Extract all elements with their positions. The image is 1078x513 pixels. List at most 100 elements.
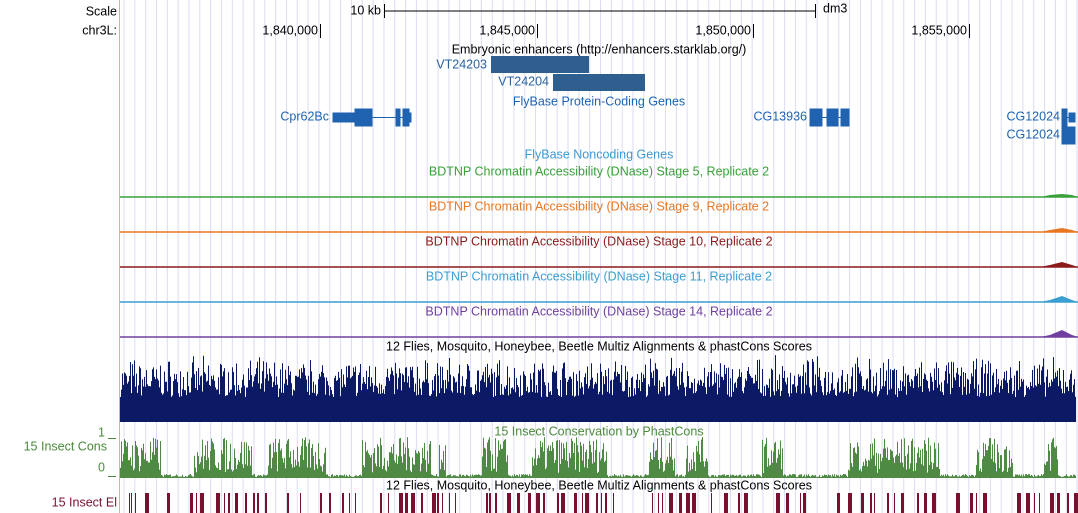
signal-bar — [523, 474, 524, 478]
signal-bar — [920, 386, 921, 422]
signal-bar — [647, 475, 648, 478]
signal-bar — [1005, 380, 1006, 422]
enhancer — [491, 56, 589, 73]
signal-bar — [608, 476, 609, 478]
scale-bar-label: 10 kb — [350, 3, 381, 17]
signal-bar — [153, 437, 154, 478]
signal-bar — [276, 451, 277, 478]
signal-bar — [854, 392, 855, 422]
signal-bar — [300, 454, 301, 478]
signal-bar — [631, 377, 632, 422]
signal-bar — [1019, 474, 1020, 478]
signal-bar — [1061, 388, 1062, 422]
signal-bar — [926, 379, 927, 422]
signal-bar — [649, 386, 650, 422]
signal-bar — [460, 393, 461, 422]
signal-bar — [343, 475, 344, 478]
signal-bar — [928, 388, 929, 422]
signal-bar — [942, 475, 943, 478]
signal-bar — [835, 476, 836, 478]
signal-bar — [352, 375, 353, 422]
signal-bar — [704, 466, 705, 478]
signal-bar — [648, 474, 649, 478]
signal-bar — [214, 449, 215, 478]
signal-bar — [270, 373, 271, 422]
signal-bar — [399, 368, 400, 422]
signal-bar — [853, 447, 854, 478]
signal-bar — [820, 380, 821, 422]
signal-bar — [392, 453, 393, 478]
signal-bar — [583, 443, 584, 478]
signal-bar — [1009, 450, 1010, 478]
signal-bar — [146, 370, 147, 422]
signal-bar — [1028, 386, 1029, 422]
signal-bar — [213, 375, 214, 422]
signal-bar — [453, 376, 454, 422]
signal-bar — [294, 390, 295, 422]
signal-bar — [636, 379, 637, 422]
signal-bar — [172, 395, 173, 422]
signal-bar — [472, 474, 473, 478]
signal-bar — [808, 361, 809, 422]
signal-bar — [190, 392, 191, 422]
signal-bar — [273, 442, 274, 478]
signal-bar — [374, 385, 375, 422]
signal-bar — [497, 456, 498, 478]
signal-bar — [792, 384, 793, 422]
multiz-signal — [120, 355, 1076, 422]
signal-bar — [617, 371, 618, 422]
signal-bar — [611, 476, 612, 478]
signal-bar — [165, 381, 166, 422]
signal-bar — [584, 377, 585, 422]
signal-bar — [495, 395, 496, 422]
signal-bar — [483, 371, 484, 422]
signal-bar — [310, 467, 311, 478]
signal-bar — [804, 393, 805, 422]
signal-bar — [1042, 366, 1043, 422]
signal-bar — [206, 460, 207, 478]
signal-bar — [225, 471, 226, 478]
signal-bar — [977, 449, 978, 478]
element — [421, 493, 423, 513]
signal-bar — [1067, 386, 1068, 422]
signal-bar — [554, 462, 555, 478]
signal-bar — [336, 474, 337, 478]
signal-bar — [684, 476, 685, 478]
signal-bar — [237, 390, 238, 422]
signal-bar — [838, 378, 839, 422]
signal-bar — [417, 453, 418, 478]
signal-bar — [588, 388, 589, 422]
signal-bar — [871, 458, 872, 478]
element — [145, 493, 149, 513]
signal-bar — [945, 474, 946, 478]
signal-bar — [889, 389, 890, 422]
signal-bar — [787, 377, 788, 422]
signal-bar — [860, 371, 861, 422]
signal-bar — [465, 386, 466, 422]
position-label: 1,855,000 — [911, 23, 967, 37]
chrom-label: chr3L: — [82, 23, 117, 37]
signal-bar — [882, 457, 883, 478]
enhancer — [553, 74, 645, 91]
signal-bar — [496, 471, 497, 478]
signal-bar — [246, 387, 247, 422]
signal-bar — [340, 396, 341, 422]
signal-bar — [747, 370, 748, 422]
signal-bar — [1055, 372, 1056, 422]
signal-bar — [711, 475, 712, 478]
element — [932, 493, 936, 513]
signal-bar — [290, 451, 291, 478]
signal-bar — [605, 369, 606, 422]
signal-bar — [714, 476, 715, 478]
signal-bar — [918, 447, 919, 478]
signal-bar — [165, 475, 166, 478]
signal-bar — [675, 476, 676, 478]
signal-bar — [780, 396, 781, 422]
signal-bar — [551, 450, 552, 478]
signal-bar — [651, 459, 652, 478]
signal-bar — [501, 384, 502, 422]
element — [605, 493, 607, 513]
signal-bar — [492, 454, 493, 478]
signal-bar — [578, 452, 579, 478]
signal-bar — [231, 389, 232, 422]
